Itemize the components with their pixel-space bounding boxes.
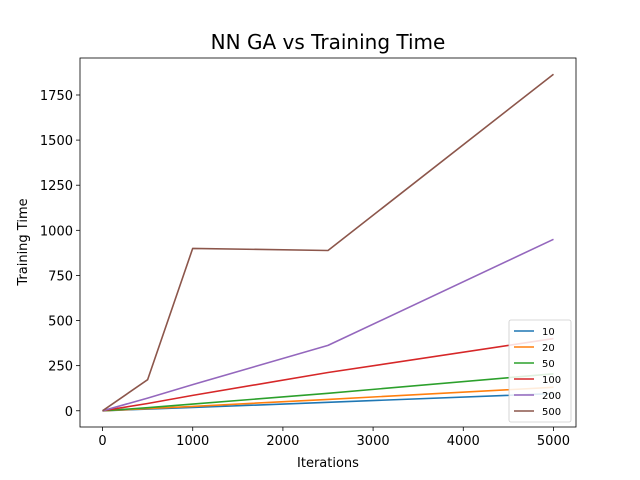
x-tick-label: 4000 bbox=[447, 434, 480, 449]
x-axis-label: Iterations bbox=[297, 456, 359, 471]
x-tick-label: 5000 bbox=[537, 434, 570, 449]
x-tick-label: 0 bbox=[98, 434, 106, 449]
legend-label-100: 100 bbox=[542, 375, 561, 386]
series-line-100 bbox=[102, 337, 554, 412]
legend-label-500: 500 bbox=[542, 407, 561, 418]
x-tick-label: 3000 bbox=[357, 434, 390, 449]
chart-title: NN GA vs Training Time bbox=[211, 30, 446, 54]
legend: 10 20 50 100 200 500 bbox=[508, 319, 572, 423]
legend-label-50: 50 bbox=[542, 359, 555, 370]
y-tick-label: 1750 bbox=[40, 89, 73, 104]
legend-label-10: 10 bbox=[542, 327, 555, 338]
y-tick-label: 750 bbox=[48, 269, 73, 284]
y-tick-label: 0 bbox=[65, 405, 73, 420]
legend-label-20: 20 bbox=[542, 343, 555, 354]
x-axis: 0 1000 2000 3000 4000 5000 bbox=[98, 427, 570, 449]
y-axis: 0 250 500 750 1000 1250 1500 1750 bbox=[40, 89, 80, 420]
series-lines bbox=[102, 73, 554, 412]
x-tick-label: 2000 bbox=[266, 434, 299, 449]
series-line-50 bbox=[102, 373, 554, 412]
x-tick-label: 1000 bbox=[176, 434, 209, 449]
plot-area bbox=[79, 57, 577, 428]
y-tick-label: 1250 bbox=[40, 179, 73, 194]
series-line-200 bbox=[102, 238, 554, 412]
y-tick-label: 250 bbox=[48, 360, 73, 375]
y-tick-label: 500 bbox=[48, 315, 73, 330]
series-line-500 bbox=[102, 73, 554, 412]
y-tick-label: 1000 bbox=[40, 224, 73, 239]
y-axis-label: Training Time bbox=[16, 198, 31, 286]
legend-label-200: 200 bbox=[542, 391, 561, 402]
y-tick-label: 1500 bbox=[40, 134, 73, 149]
legend-box bbox=[508, 319, 572, 423]
